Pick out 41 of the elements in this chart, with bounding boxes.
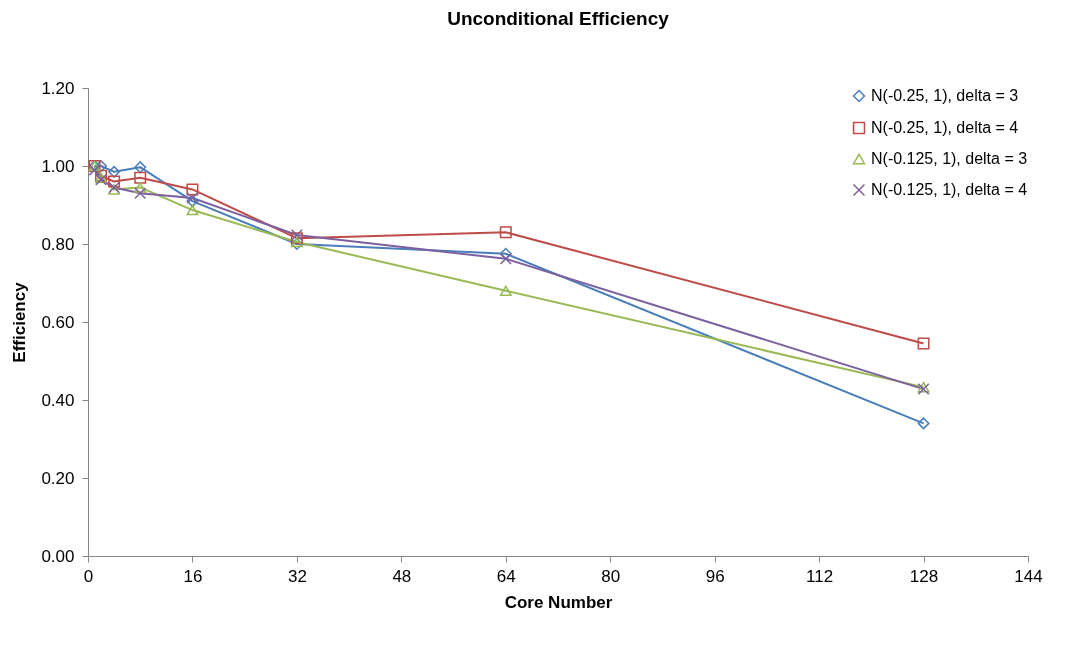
x-tick-label: 80 [601, 566, 621, 586]
y-tick-label: 0.60 [41, 312, 75, 332]
y-axis-title: Efficiency [10, 281, 30, 363]
y-tick-label: 1.20 [41, 78, 75, 98]
y-tick-label: 0.40 [41, 390, 75, 410]
y-tick-label: 0.80 [41, 234, 75, 254]
x-tick-label: 112 [806, 566, 834, 586]
point [499, 285, 512, 297]
y-tick-label: 0.00 [41, 546, 75, 566]
point [95, 160, 108, 172]
y-tick-label: 0.20 [41, 468, 75, 488]
x-tick-label: 64 [496, 566, 516, 586]
chart-title: Unconditional Efficiency [447, 8, 670, 29]
legend-label: N(-0.25, 1), delta = 3 [871, 87, 1019, 104]
point [499, 226, 512, 239]
point [917, 417, 930, 430]
point [186, 204, 199, 216]
x-tick-label: 32 [287, 566, 307, 586]
point [108, 175, 121, 188]
point [134, 161, 147, 174]
x-axis-title: Core Number [504, 592, 613, 612]
legend-label: N(-0.125, 1), delta = 3 [871, 150, 1028, 167]
point [186, 195, 199, 208]
legend-label: N(-0.25, 1), delta = 4 [871, 119, 1019, 136]
point [134, 187, 147, 200]
x-tick-label: 48 [392, 566, 412, 586]
point [186, 191, 199, 204]
point [917, 337, 930, 350]
legend-label: N(-0.125, 1), delta = 4 [871, 181, 1028, 198]
x-tick-label: 144 [1014, 566, 1043, 586]
point [88, 163, 101, 176]
point [134, 171, 147, 184]
y-tick-label: 1.00 [41, 156, 75, 176]
point [499, 252, 512, 265]
x-tick-label: 0 [83, 566, 94, 586]
x-tick-label: 128 [909, 566, 939, 586]
point [108, 165, 121, 178]
point [134, 182, 147, 193]
point [186, 183, 199, 196]
x-tick-label: 96 [705, 566, 725, 586]
x-tick-label: 16 [183, 566, 203, 586]
